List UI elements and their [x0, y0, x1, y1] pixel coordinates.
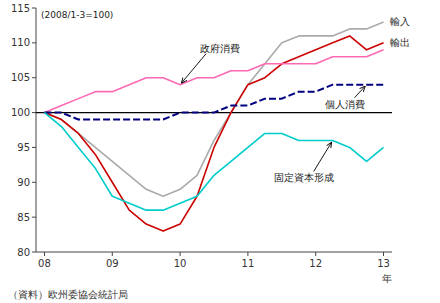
- y-tick-label: 90: [17, 177, 30, 188]
- x-tick: [247, 252, 248, 256]
- source: （資料）欧州委協会統計局: [8, 289, 128, 300]
- y-tick-label: 115: [11, 3, 30, 14]
- x-tick: [315, 252, 316, 256]
- annotation-arrow: [355, 86, 366, 98]
- series-line: [44, 113, 383, 211]
- axes: 80 85 90 95 100 105 110 115 08 09 10 11 12 13: [11, 3, 392, 270]
- y-tick-label: 100: [11, 107, 30, 118]
- y-tick-label: 85: [17, 212, 30, 223]
- annotation-arrow: [181, 54, 206, 83]
- y-tick: [32, 112, 36, 113]
- series-line: [44, 85, 383, 120]
- x-tick-label: 11: [242, 258, 255, 269]
- series-label: 輸出: [390, 37, 410, 48]
- annotation: 政府消費: [200, 43, 240, 54]
- y-tick-label: 105: [11, 72, 30, 83]
- y-tick-label: 95: [17, 142, 30, 153]
- subtitle: (2008/1-3=100): [41, 10, 113, 20]
- chart: 80 85 90 95 100 105 110 115 08 09 10 11 12 13 (2008/1-…: [0, 0, 440, 303]
- x-tick: [180, 252, 181, 256]
- series-line: [44, 22, 383, 196]
- x-tick-label: 12: [309, 258, 322, 269]
- x-tick-label: 13: [377, 258, 390, 269]
- y-axis-line: [36, 8, 37, 252]
- x-tick: [383, 252, 384, 256]
- y-tick: [32, 182, 36, 183]
- x-axis-label: 年: [382, 273, 392, 284]
- x-tick: [44, 252, 45, 256]
- series-label: 輸入: [390, 16, 410, 27]
- series-line: [44, 36, 383, 231]
- plot-area: [36, 22, 392, 231]
- x-tick-label: 09: [106, 258, 119, 269]
- y-tick-label: 110: [11, 37, 30, 48]
- x-tick-label: 08: [38, 258, 51, 269]
- annotation-arrow: [314, 142, 332, 171]
- y-tick: [32, 77, 36, 78]
- y-tick-label: 80: [17, 247, 30, 258]
- x-axis-line: [36, 252, 392, 253]
- annotation: 個人消費: [325, 99, 365, 110]
- series-line: [44, 50, 383, 113]
- x-tick-label: 10: [174, 258, 187, 269]
- annotation: 固定資本形成: [274, 172, 334, 183]
- y-tick: [32, 217, 36, 218]
- y-tick: [32, 42, 36, 43]
- x-tick: [112, 252, 113, 256]
- series-labels: 輸入輸出政府消費個人消費固定資本形成: [181, 16, 409, 183]
- y-tick: [32, 252, 36, 253]
- y-tick: [32, 147, 36, 148]
- y-tick: [32, 8, 36, 9]
